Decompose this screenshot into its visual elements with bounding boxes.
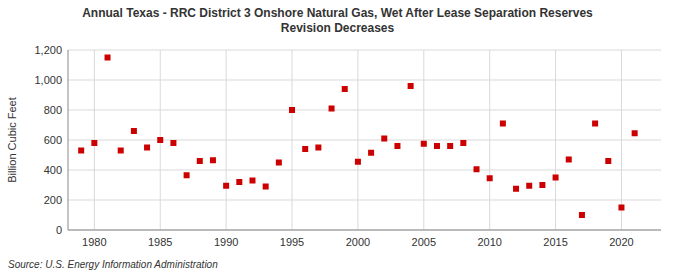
point xyxy=(289,107,295,113)
x-tick-label: 2000 xyxy=(346,236,370,248)
point xyxy=(276,160,282,166)
y-tick-label: 400 xyxy=(44,164,62,176)
y-tick-label: 1,000 xyxy=(34,74,62,86)
point xyxy=(553,175,559,181)
point xyxy=(487,175,493,181)
y-axis-line xyxy=(68,50,69,230)
y-grid-line xyxy=(68,230,661,231)
x-grid-line xyxy=(489,50,490,230)
point xyxy=(394,143,400,149)
point xyxy=(355,159,361,165)
x-tick-label: 2015 xyxy=(543,236,567,248)
point xyxy=(618,205,624,211)
point xyxy=(566,157,572,163)
x-grid-line xyxy=(357,50,358,230)
point xyxy=(632,130,638,136)
y-grid-line xyxy=(68,110,661,111)
title: Annual Texas - RRC District 3 Onshore Na… xyxy=(82,6,593,35)
x-grid-line xyxy=(226,50,227,230)
x-tick-label: 1990 xyxy=(214,236,238,248)
point xyxy=(421,141,427,147)
y-grid-line xyxy=(68,80,661,81)
point xyxy=(342,86,348,92)
point xyxy=(513,186,519,192)
y-tick-label: 800 xyxy=(44,104,62,116)
point xyxy=(236,179,242,185)
point xyxy=(539,182,545,188)
y-tick-label: 200 xyxy=(44,194,62,206)
axes: 0 200 400 600 800 1,000 1,200 1980 1985 1990 1995 2… xyxy=(34,44,661,248)
x-tick-label: 2020 xyxy=(609,236,633,248)
grid xyxy=(68,50,661,230)
point xyxy=(368,150,374,156)
point xyxy=(184,172,190,178)
point xyxy=(144,145,150,151)
point xyxy=(605,158,611,164)
point xyxy=(526,183,532,189)
x-axis-line xyxy=(68,230,661,231)
point xyxy=(460,140,466,146)
y-grid-line xyxy=(68,170,661,171)
y-grid-line xyxy=(68,50,661,51)
chart-container: Annual Texas - RRC District 3 Onshore Na… xyxy=(0,0,675,275)
point xyxy=(302,146,308,152)
point xyxy=(118,148,124,154)
point xyxy=(91,140,97,146)
point xyxy=(105,55,111,61)
y-grid-line xyxy=(68,140,661,141)
y-axis-label: Billion Cubic Feet xyxy=(6,97,18,183)
x-tick-label: 1980 xyxy=(82,236,106,248)
y-tick-label: 1,200 xyxy=(34,44,62,56)
point xyxy=(249,178,255,184)
point xyxy=(474,166,480,172)
point xyxy=(263,184,269,190)
x-grid-line xyxy=(292,50,293,230)
point xyxy=(78,148,84,154)
point xyxy=(500,121,506,127)
x-tick-label: 2005 xyxy=(412,236,436,248)
x-grid-line xyxy=(555,50,556,230)
point xyxy=(579,212,585,218)
point xyxy=(381,136,387,142)
x-tick-label: 1985 xyxy=(148,236,172,248)
point xyxy=(329,106,335,112)
point xyxy=(197,158,203,164)
x-grid-line xyxy=(423,50,424,230)
y-tick-label: 600 xyxy=(44,134,62,146)
y-tick-label: 0 xyxy=(56,224,62,236)
point xyxy=(315,145,321,151)
point xyxy=(434,143,440,149)
point xyxy=(210,157,216,163)
points xyxy=(78,55,637,219)
point xyxy=(408,83,414,89)
point xyxy=(223,183,229,189)
source: Source: U.S. Energy Information Administ… xyxy=(8,259,218,270)
x-tick-label: 1995 xyxy=(280,236,304,248)
point xyxy=(447,143,453,149)
y-grid-line xyxy=(68,200,661,201)
point xyxy=(157,137,163,143)
point xyxy=(592,121,598,127)
x-grid-line xyxy=(621,50,622,230)
chart-svg: Annual Texas - RRC District 3 Onshore Na… xyxy=(0,0,675,275)
point xyxy=(131,128,137,134)
point xyxy=(170,140,176,146)
x-tick-label: 2010 xyxy=(477,236,501,248)
